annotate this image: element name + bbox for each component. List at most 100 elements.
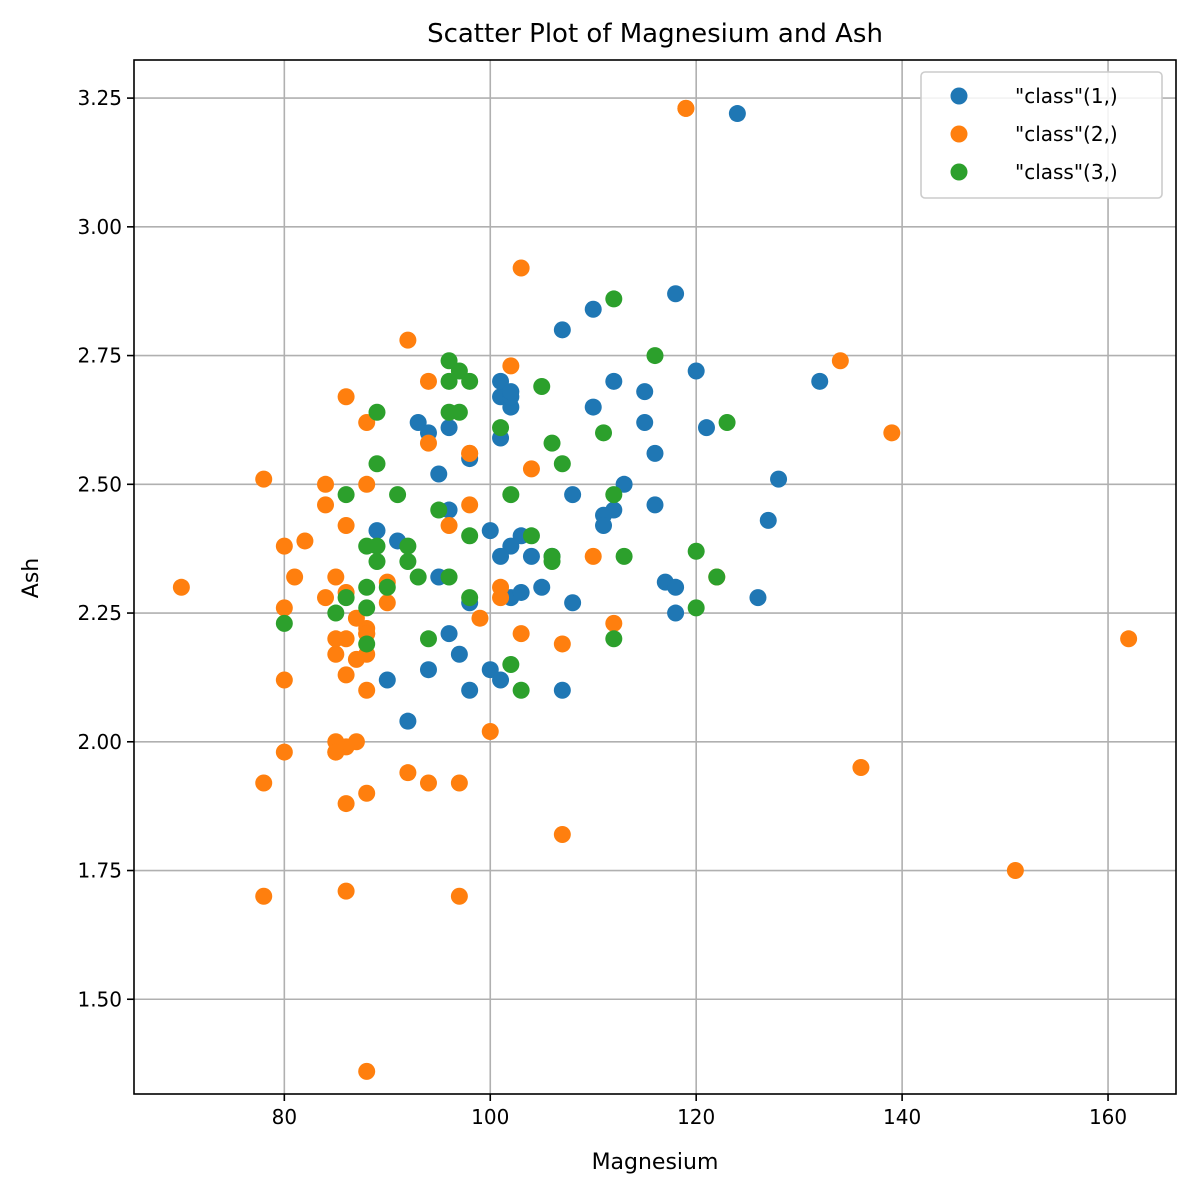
- scatter-point-class-1: [512, 583, 530, 601]
- scatter-point-class-1: [430, 465, 448, 483]
- scatter-point-class-2: [255, 774, 273, 792]
- x-tick-label: 80: [272, 1105, 297, 1129]
- scatter-point-class-1: [419, 661, 437, 679]
- scatter-point-class-2: [327, 630, 345, 648]
- scatter-point-class-2: [358, 414, 376, 432]
- scatter-point-class-1: [450, 645, 468, 663]
- scatter-point-class-1: [553, 681, 571, 699]
- y-tick-label: 3.00: [77, 215, 122, 239]
- scatter-point-class-3: [440, 352, 458, 370]
- scatter-point-class-3: [419, 630, 437, 648]
- scatter-point-class-1: [481, 522, 499, 540]
- scatter-point-class-1: [533, 578, 551, 596]
- scatter-point-class-1: [615, 475, 633, 493]
- scatter-point-class-3: [378, 578, 396, 596]
- x-axis-title: Magnesium: [592, 1150, 719, 1175]
- scatter-point-class-2: [419, 774, 437, 792]
- scatter-point-class-2: [347, 609, 365, 627]
- scatter-point-class-3: [718, 414, 736, 432]
- scatter-point-class-2: [275, 671, 293, 689]
- x-tick-label: 120: [677, 1105, 715, 1129]
- scatter-point-class-3: [595, 424, 613, 442]
- scatter-point-class-3: [275, 614, 293, 632]
- scatter-point-class-2: [450, 774, 468, 792]
- scatter-point-class-1: [667, 578, 685, 596]
- scatter-point-class-1: [687, 362, 705, 380]
- scatter-point-class-3: [368, 455, 386, 473]
- scatter-point-class-1: [492, 671, 510, 689]
- scatter-point-class-2: [296, 532, 314, 550]
- scatter-point-class-2: [327, 568, 345, 586]
- scatter-point-class-1: [399, 712, 417, 730]
- y-tick-label: 1.75: [77, 859, 122, 883]
- scatter-point-class-3: [327, 604, 345, 622]
- scatter-point-class-3: [389, 486, 407, 504]
- scatter-point-class-3: [543, 434, 561, 452]
- scatter-point-class-2: [605, 614, 623, 632]
- scatter-point-class-2: [337, 517, 355, 535]
- legend: "class"(1,) "class"(2,) "class"(3,): [920, 71, 1163, 199]
- scatter-point-class-3: [646, 347, 664, 365]
- y-axis-title: Ash: [19, 558, 44, 598]
- scatter-point-class-2: [502, 357, 520, 375]
- scatter-point-class-3: [368, 403, 386, 421]
- y-tick-label: 2.00: [77, 730, 122, 754]
- scatter-point-class-2: [461, 496, 479, 514]
- scatter-point-class-1: [770, 470, 788, 488]
- scatter-point-class-2: [317, 475, 335, 493]
- legend-box: [920, 71, 1163, 199]
- scatter-point-class-1: [564, 486, 582, 504]
- scatter-point-class-2: [831, 352, 849, 370]
- scatter-point-class-2: [471, 609, 489, 627]
- scatter-point-class-2: [512, 259, 530, 277]
- scatter-point-class-1: [636, 383, 654, 401]
- y-tick-label: 1.50: [77, 987, 122, 1011]
- scatter-point-class-1: [440, 419, 458, 437]
- scatter-point-class-1: [605, 372, 623, 390]
- scatter-point-class-2: [584, 547, 602, 565]
- legend-marker: [950, 87, 968, 105]
- scatter-point-class-2: [358, 1062, 376, 1080]
- scatter-point-class-3: [533, 377, 551, 395]
- axis-ticks: 80 100 120 140 160 1.50 1.75 2.00 2.25 2.50 2.75 3.…: [77, 86, 1127, 1129]
- scatter-point-class-2: [358, 475, 376, 493]
- scatter-point-class-1: [811, 372, 829, 390]
- scatter-point-class-2: [419, 434, 437, 452]
- scatter-point-class-1: [440, 625, 458, 643]
- y-tick-label: 2.50: [77, 472, 122, 496]
- scatter-point-class-3: [440, 403, 458, 421]
- scatter-point-class-1: [409, 414, 427, 432]
- legend-marker: [950, 163, 968, 181]
- scatter-point-class-2: [461, 444, 479, 462]
- scatter-point-class-1: [461, 681, 479, 699]
- scatter-point-class-1: [553, 321, 571, 339]
- scatter-point-class-3: [461, 589, 479, 607]
- scatter-point-class-3: [358, 599, 376, 617]
- scatter-point-class-2: [286, 568, 304, 586]
- scatter-point-class-2: [852, 759, 870, 777]
- scatter-point-class-2: [522, 460, 540, 478]
- scatter-point-class-3: [368, 553, 386, 571]
- scatter-point-class-3: [358, 635, 376, 653]
- scatter-point-class-3: [409, 568, 427, 586]
- scatter-point-class-3: [615, 547, 633, 565]
- scatter-point-class-2: [327, 645, 345, 663]
- scatter-point-class-2: [378, 594, 396, 612]
- scatter-point-class-2: [553, 635, 571, 653]
- scatter-point-class-1: [584, 300, 602, 318]
- y-tick-label: 2.75: [77, 344, 122, 368]
- scatter-point-class-3: [553, 455, 571, 473]
- scatter-point-class-3: [512, 681, 530, 699]
- scatter-point-class-2: [255, 470, 273, 488]
- scatter-point-class-2: [399, 764, 417, 782]
- scatter-point-class-3: [440, 568, 458, 586]
- scatter-point-class-3: [492, 419, 510, 437]
- scatter-point-class-2: [512, 625, 530, 643]
- scatter-point-class-1: [667, 285, 685, 303]
- scatter-point-class-2: [275, 537, 293, 555]
- scatter-point-class-1: [697, 419, 715, 437]
- x-tick-label: 140: [883, 1105, 921, 1129]
- scatter-point-class-3: [687, 542, 705, 560]
- scatter-point-class-3: [440, 372, 458, 390]
- scatter-point-class-2: [337, 666, 355, 684]
